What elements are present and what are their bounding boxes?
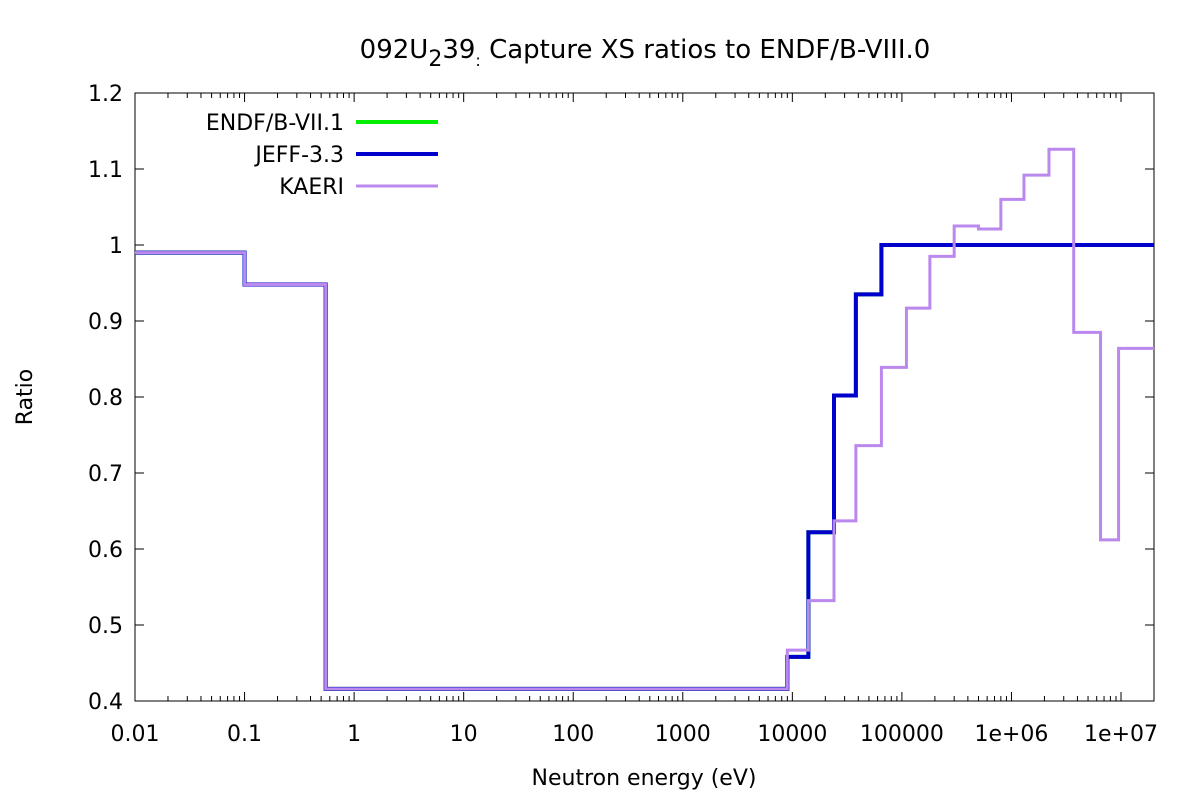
y-tick-label: 0.7 [88,462,123,487]
y-tick-label: 1.2 [88,82,123,107]
x-tick-label: 1e+06 [974,722,1048,747]
x-tick-label: 1 [347,722,361,747]
legend: ENDF/B-VII.1 JEFF-3.3 KAERI [206,111,438,200]
y-tick-label: 0.5 [88,614,123,639]
x-tick-label: 100 [552,722,594,747]
series-lines [135,147,1154,691]
x-tick-label: 1000 [655,722,711,747]
x-axis-label: Neutron energy (eV) [532,766,757,791]
x-tick-label: 100000 [860,722,944,747]
legend-label: KAERI [279,175,344,200]
x-tick-label: 10000 [757,722,827,747]
y-axis-label: Ratio [13,369,38,425]
chart-title: 092U239: Capture XS ratios to ENDF/B-VII… [360,35,931,72]
x-tick-label: 0.01 [111,722,160,747]
series-kaeri [135,147,1154,691]
y-tick-label: 0.4 [88,690,123,715]
y-tick-label: 0.9 [88,310,123,335]
y-tick-label: 1.1 [88,158,123,183]
series-endf-b-vii-1 [135,243,1154,691]
y-tick-label: 1 [109,234,123,259]
legend-label: ENDF/B-VII.1 [206,111,344,136]
series-jeff-3-3 [135,243,1154,691]
y-tick-label: 0.8 [88,386,123,411]
x-tick-label: 0.1 [227,722,262,747]
x-tick-label: 10 [450,722,478,747]
legend-label: JEFF-3.3 [253,143,344,168]
axis-ticks: 0.01 0.1 1 10 100 1000 10000 100000 1e+06 1e+07 0.… [88,82,1158,747]
x-tick-label: 1e+07 [1084,722,1158,747]
y-tick-label: 0.6 [88,538,123,563]
